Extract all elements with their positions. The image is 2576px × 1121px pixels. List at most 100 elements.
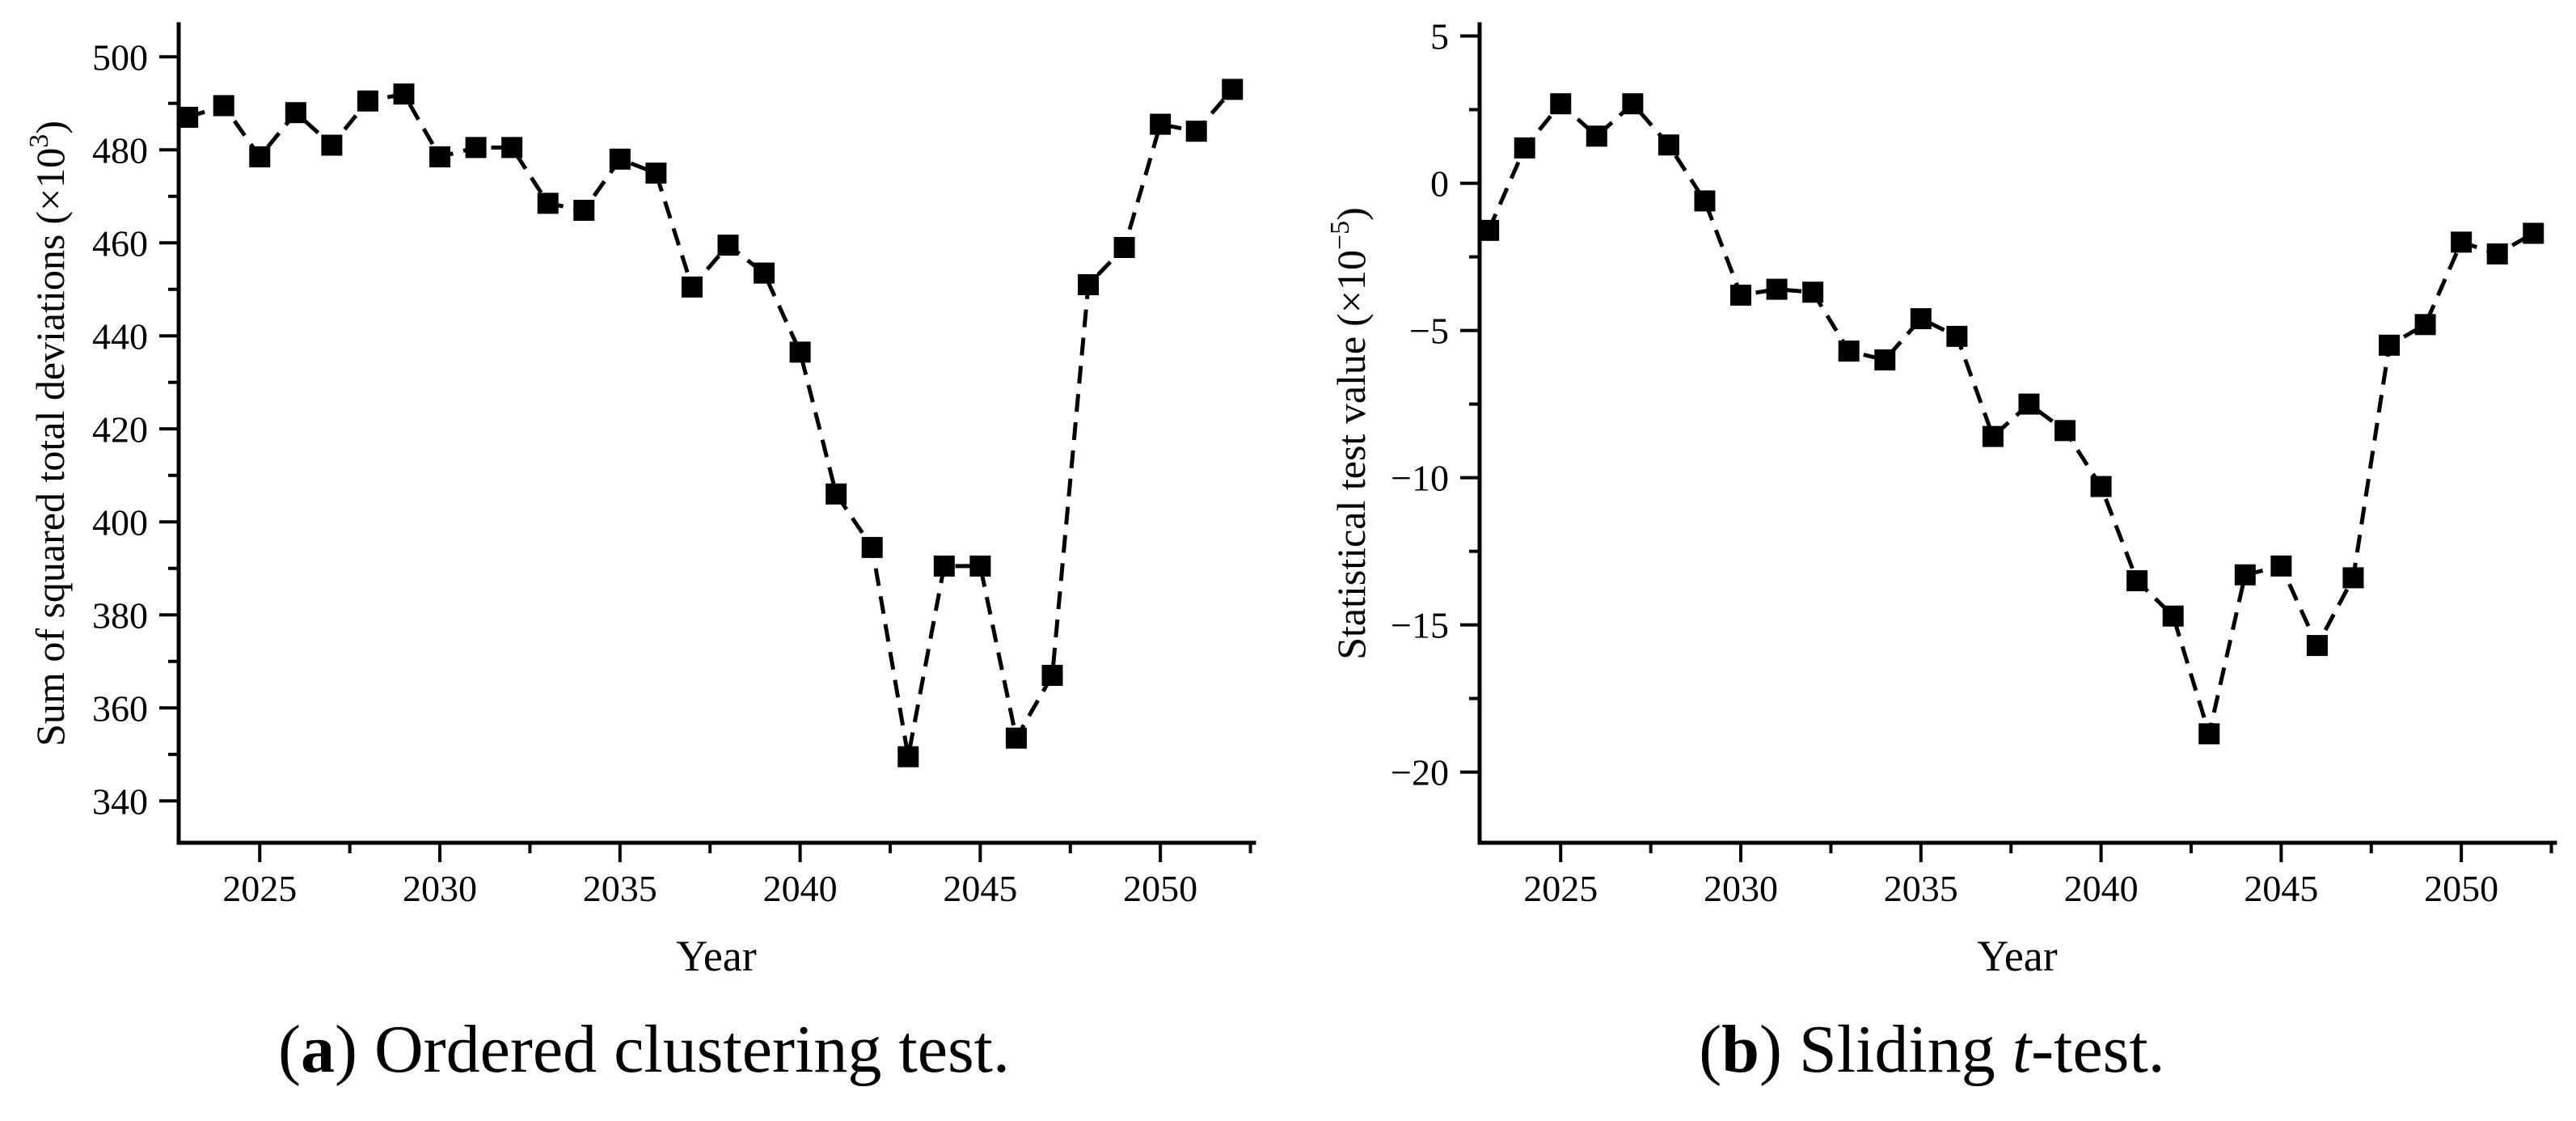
x-tick-label: 2035 [582,868,657,909]
data-point [500,137,522,159]
data-point [1221,78,1243,100]
y-tick-label: −20 [1391,752,1449,793]
y-tick-label: 400 [92,501,148,543]
data-point [248,146,270,167]
data-point [1801,281,1823,303]
data-point [1005,727,1027,749]
data-point [681,276,703,298]
data-point [2126,570,2147,592]
data-point [2414,314,2436,336]
data-point [2306,635,2328,657]
data-point [1514,137,1535,159]
data-point [1658,134,1679,156]
data-point [1586,125,1607,147]
y-tick-label: 420 [92,408,148,450]
data-point [1873,349,1895,370]
caption-b-text: Sliding [1798,1012,2012,1087]
data-point [465,137,487,159]
data-point [176,107,198,128]
x-axis-title: Year [676,932,757,980]
y-axis-title: Statistical test value(×10−5) [1325,207,1374,660]
data-point [861,536,883,558]
data-point [1910,308,1932,330]
data-point [2342,567,2363,589]
x-tick-label: 2045 [943,868,1017,909]
series-markers [1477,93,2544,745]
axes [1477,22,2557,845]
data-point [753,262,775,284]
x-axis-title: Year [1977,932,2058,980]
data-point [572,200,594,221]
data-point [897,746,918,768]
x-tick-label: 2045 [2244,868,2318,909]
caption-b: (b) Sliding t-test. [1699,1012,2165,1087]
y-tick-label: 460 [92,222,148,264]
data-point [1693,190,1715,212]
data-point [537,192,559,214]
x-tick-label: 2040 [762,868,837,909]
x-tick-label: 2030 [403,868,477,909]
data-point [2090,476,2112,497]
x-tick-label: 2035 [1883,868,1957,909]
data-point [644,163,666,184]
data-point [1982,425,2004,447]
series-line [186,87,1234,758]
y-tick-label: −5 [1409,311,1449,352]
y-tick-label: 360 [92,687,148,729]
series-line [1486,100,2535,742]
data-point [1477,219,1499,241]
data-point [285,102,306,124]
x-tick-label: 2025 [1523,868,1598,909]
data-point [2450,231,2472,253]
tick-marks [158,55,1252,862]
data-point [933,555,955,577]
data-point [1113,237,1135,258]
x-tick-label: 2050 [2424,868,2498,909]
x-tick-label: 2050 [1123,868,1197,909]
caption-a: (a) Ordered clustering test. [277,1012,1010,1087]
data-point [357,90,378,112]
data-point [1077,274,1099,295]
data-point [2522,222,2544,244]
data-point [1838,341,1860,362]
series-markers [176,78,1243,768]
data-point [1621,93,1643,115]
y-tick-label: −10 [1391,458,1449,499]
y-tick-label: 340 [92,780,148,822]
data-point [2270,555,2291,577]
data-point [1945,325,1967,347]
figure-a: 340 360 380 400 420 440 460 480 500 2025 2030 2035 2… [24,22,1256,1087]
y-tick-label: 5 [1430,16,1449,57]
y-axis-title: Sum of squared total deviations(×103) [24,121,73,747]
data-point [392,83,414,105]
data-point [1766,278,1788,300]
y-tick-label: −15 [1391,605,1449,646]
data-point [1729,284,1751,306]
x-tick-label: 2040 [2063,868,2138,909]
y-tick-label: 480 [92,129,148,171]
y-tick-label: 0 [1430,163,1449,205]
chart-a-canvas: 340 360 380 400 420 440 460 480 500 2025 2030 2035 2… [24,22,1256,980]
data-point [969,555,990,577]
tick-marks [1459,34,2553,862]
figure-b: −20 −15 −10 −5 0 5 2025 2030 2035 2040 2045 2050 Yea… [1288,0,2576,1121]
y-tick-label: 380 [92,594,148,636]
chart-b-canvas: −20 −15 −10 −5 0 5 2025 2030 2035 2040 2045 2050 Yea… [1325,16,2557,980]
y-tick-label: 440 [92,315,148,357]
caption-b-label: (b) [1699,1012,1799,1087]
data-point [2162,605,2184,627]
tick-labels: 340 360 380 400 420 440 460 480 500 2025 2030 2035 2… [92,36,1197,909]
data-point [2486,243,2508,264]
data-point [825,483,847,505]
data-point [320,134,342,156]
data-point [1041,665,1062,686]
data-point [1149,113,1171,135]
data-point [789,341,811,363]
caption-a-label: (a) [277,1012,374,1087]
x-tick-label: 2030 [1704,868,1778,909]
data-point [213,95,234,116]
data-point [716,235,738,256]
data-point [1185,121,1207,142]
tick-labels: −20 −15 −10 −5 0 5 2025 2030 2035 2040 2045 2050 [1391,16,2498,909]
